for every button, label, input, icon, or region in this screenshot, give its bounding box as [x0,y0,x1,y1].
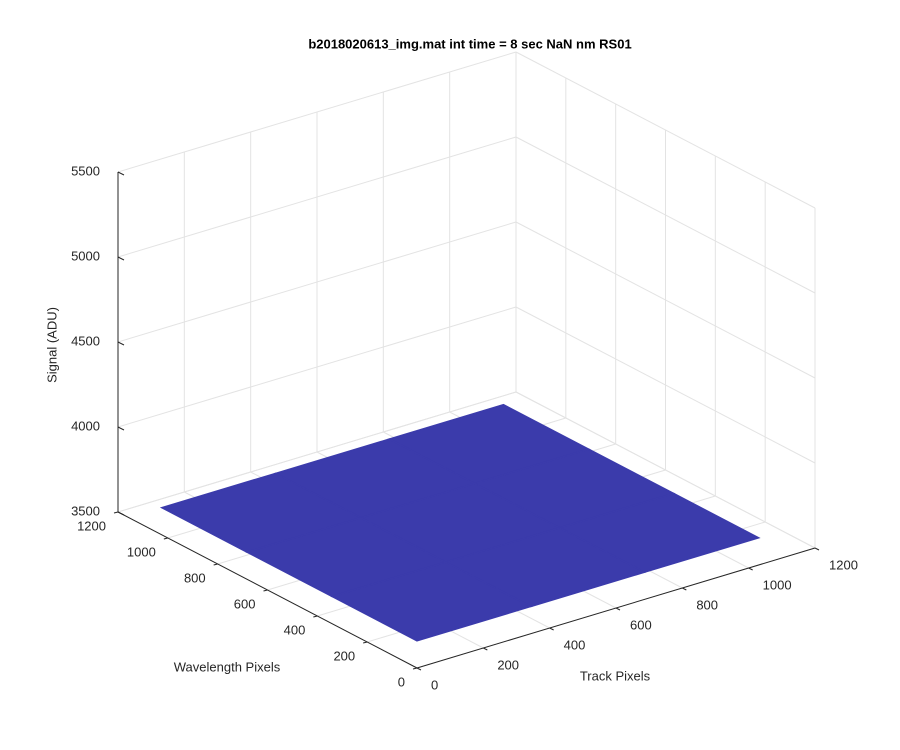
grid-line [515,51,816,209]
y-axis-label: Wavelength Pixels [174,659,281,674]
y-tick-label: 1000 [127,544,156,559]
y-tick [313,615,318,618]
z-tick-label: 5500 [71,163,100,178]
z-tick-label: 5000 [71,248,100,263]
z-tick [117,511,125,516]
x-tick-label: 0 [431,677,438,692]
y-tick-label: 1200 [77,518,106,533]
x-tick-label: 200 [497,657,519,672]
y-tick-label: 200 [333,648,355,663]
y-tick [412,667,418,670]
grid-line [515,391,816,549]
x-tick-label: 400 [564,637,586,652]
z-tick [117,171,125,176]
x-tick [549,627,554,631]
z-tick-label: 4000 [71,418,100,433]
y-tick [363,641,368,644]
grid-line [117,136,517,258]
x-tick [416,667,422,671]
x-axis-label: Track Pixels [580,668,651,683]
x-tick [814,547,820,551]
y-tick-label: 400 [284,622,306,637]
grid-line [515,306,816,464]
y-tick [213,563,218,566]
y-tick-label: 0 [398,674,405,689]
grid-line [117,306,517,428]
axes: 0 200 400 600 800 1000 1200 0 200 400 600 800 1000 12… [71,163,858,692]
surface-cell [330,561,533,642]
y-tick-label: 800 [184,570,206,585]
z-tick [117,256,125,261]
grid-line [515,136,816,294]
y-tick-label: 600 [234,596,256,611]
grid-line [117,51,517,173]
z-tick [117,341,125,346]
y-tick [263,589,268,592]
z-tick-label: 3500 [71,503,100,518]
grid-line [117,391,517,513]
x-tick [615,607,621,611]
chart-title: b2018020613_img.mat int time = 8 sec NaN… [308,36,631,51]
z-axis-label: Signal (ADU) [44,307,59,383]
x-tick-label: 800 [696,597,718,612]
z-tick [117,426,125,431]
y-tick [163,537,168,540]
x-tick-label: 1000 [763,577,792,592]
x-tick [682,587,687,591]
x-tick-label: 600 [630,617,652,632]
grid-line [515,221,816,379]
surface [159,403,761,642]
grid-line [117,221,517,343]
x-tick [483,647,488,651]
y-tick [113,511,119,514]
x-tick-label: 1200 [829,557,858,572]
z-tick-label: 4500 [71,333,100,348]
x-tick [748,567,753,571]
